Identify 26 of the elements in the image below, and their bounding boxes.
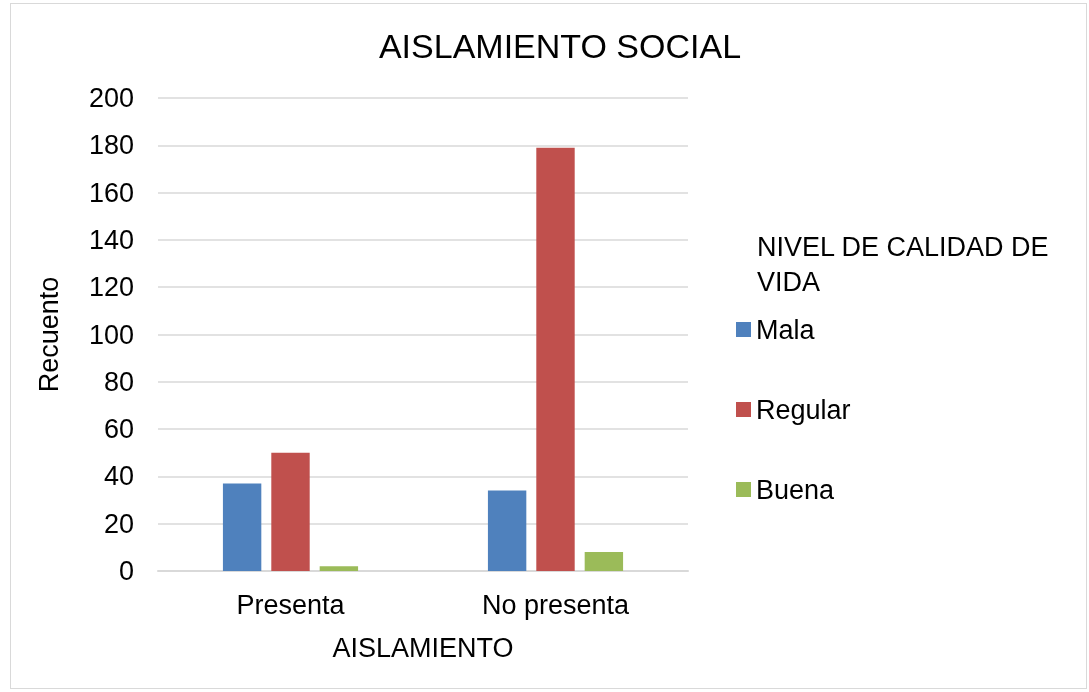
legend-label: Buena xyxy=(756,474,836,505)
y-axis-title: Recuento xyxy=(33,276,64,393)
chart-title: AISLAMIENTO SOCIAL xyxy=(378,27,742,65)
bar xyxy=(271,452,310,571)
bar xyxy=(487,490,527,571)
bar xyxy=(319,566,359,571)
y-tick-label: 20 xyxy=(103,508,134,539)
x-tick-label: No presenta xyxy=(481,589,631,620)
legend-label: Mala xyxy=(756,314,816,345)
y-tick-label: 200 xyxy=(88,83,134,113)
y-tick-label: 140 xyxy=(88,224,134,255)
legend-title: NIVEL DE CALIDAD DE VIDA xyxy=(757,231,1057,297)
y-tick-label: 80 xyxy=(103,366,134,397)
bar xyxy=(222,483,262,571)
x-tick-label: Presenta xyxy=(236,589,346,620)
y-tick-label: 100 xyxy=(88,319,134,350)
y-tick-label: 160 xyxy=(88,177,134,208)
legend-label: Regular xyxy=(756,394,851,425)
x-axis-title: AISLAMIENTO xyxy=(332,632,514,663)
y-tick-label: 40 xyxy=(103,461,134,492)
y-tick-label: 0 xyxy=(118,556,134,586)
bar xyxy=(536,147,575,571)
y-tick-label: 60 xyxy=(103,414,134,445)
y-tick-label: 120 xyxy=(88,272,134,303)
bar xyxy=(584,552,624,571)
y-tick-label: 180 xyxy=(88,130,134,161)
